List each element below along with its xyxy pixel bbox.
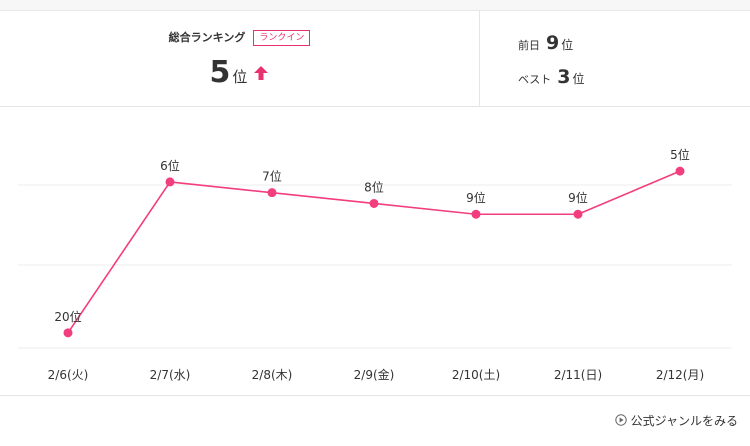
overall-ranking-label: 総合ランキング — [168, 31, 246, 44]
best-label: ベスト — [518, 73, 552, 86]
official-genre-link-label: 公式ジャンルをみる — [630, 414, 738, 428]
series-line — [67, 170, 681, 334]
data-point-2 — [267, 188, 277, 198]
data-point-1 — [165, 177, 175, 187]
x-tick-label-1: 2/7(水) — [150, 368, 191, 382]
rank-side-panel: 前日 9 位 ベスト 3 位 — [480, 11, 750, 106]
best-rank: ベスト 3 位 — [518, 66, 584, 88]
overall-ranking-title-row: 総合ランキング ランクイン — [0, 29, 479, 46]
data-label-2: 7位 — [262, 169, 282, 184]
current-rank-unit: 位 — [232, 68, 248, 86]
x-tick-label-4: 2/10(土) — [452, 368, 500, 382]
data-label-1: 6位 — [160, 158, 180, 173]
previous-day-label: 前日 — [518, 39, 540, 52]
data-point-0 — [63, 328, 73, 338]
previous-day-value: 9 — [546, 32, 560, 54]
best-unit: 位 — [572, 72, 585, 86]
best-value: 3 — [557, 66, 571, 88]
previous-day-unit: 位 — [561, 38, 574, 52]
x-tick-label-5: 2/11(日) — [554, 368, 602, 382]
data-label-5: 9位 — [568, 190, 588, 205]
data-label-3: 8位 — [364, 179, 384, 194]
data-label-6: 5位 — [670, 147, 690, 162]
ranking-chart: 20位 6位 7位 8位 9位 9位 5位 2/6(火) 2/7(水) 2/8(木) 2/9(金) 2… — [0, 107, 750, 395]
x-tick-label-6: 2/12(月) — [656, 368, 704, 382]
x-tick-label-3: 2/9(金) — [354, 367, 395, 382]
play-circle-icon — [614, 414, 627, 426]
rank-in-badge: ランクイン — [253, 30, 311, 46]
up-arrow-icon — [254, 66, 269, 80]
footer: 公式ジャンルをみる — [0, 395, 750, 446]
data-label-4: 9位 — [466, 190, 486, 205]
current-rank-value: 5 — [209, 55, 231, 90]
x-tick-label-2: 2/8(木) — [252, 368, 293, 382]
data-label-0: 20位 — [54, 309, 81, 324]
data-point-5 — [573, 209, 583, 219]
top-strip — [0, 0, 750, 11]
data-point-6 — [675, 166, 685, 176]
previous-day-rank: 前日 9 位 — [518, 32, 573, 54]
x-tick-label-0: 2/6(火) — [48, 368, 89, 382]
official-genre-link[interactable]: 公式ジャンルをみる — [614, 412, 738, 429]
ranking-line-chart: 20位 6位 7位 8位 9位 9位 5位 2/6(火) 2/7(水) 2/8(木) 2/9(金) 2… — [18, 147, 732, 382]
data-point-3 — [369, 198, 379, 208]
data-point-4 — [471, 209, 481, 219]
